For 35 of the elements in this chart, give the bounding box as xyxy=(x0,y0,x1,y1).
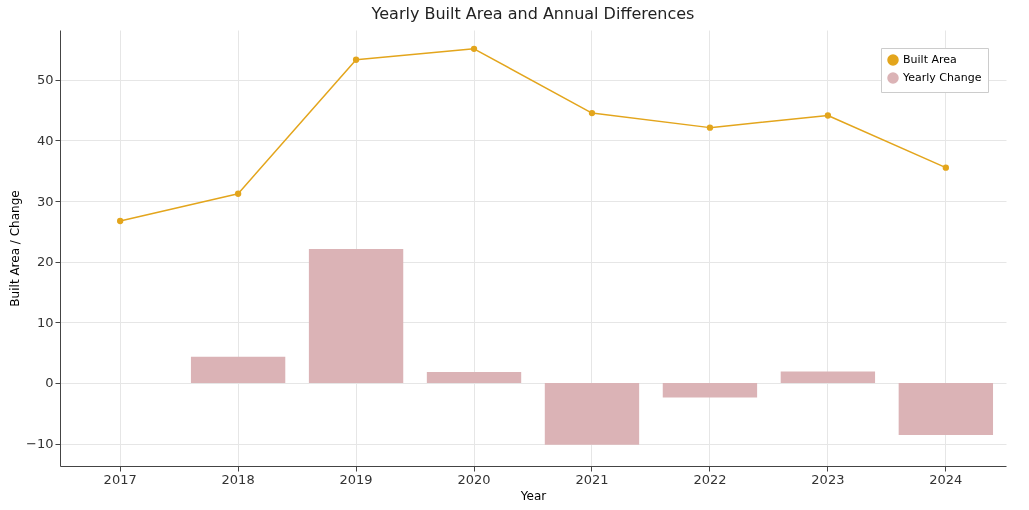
point xyxy=(706,124,714,131)
x-tick-label: 2023 xyxy=(811,471,845,487)
x-tick-label: 2024 xyxy=(929,471,963,487)
point xyxy=(234,190,242,197)
bar xyxy=(426,372,522,383)
bar xyxy=(308,248,404,383)
y-axis-title: Built Area / Change xyxy=(8,190,23,307)
y-tick-label: 10 xyxy=(36,314,54,330)
bar xyxy=(544,382,640,445)
chart-title: Yearly Built Area and Annual Differences xyxy=(370,4,695,23)
x-tick-label: 2018 xyxy=(221,471,255,487)
x-axis-title: Year xyxy=(519,488,547,503)
bar xyxy=(898,382,994,436)
point xyxy=(824,112,832,119)
y-tick-label: 40 xyxy=(36,132,54,148)
point xyxy=(117,217,124,225)
bar xyxy=(662,382,758,398)
x-tick-label: 2019 xyxy=(339,471,373,487)
point xyxy=(470,45,478,52)
x-tick-label: 2021 xyxy=(575,471,609,487)
y-tick-label: 20 xyxy=(36,254,54,270)
y-tick-label: −10 xyxy=(26,436,54,452)
bar xyxy=(780,371,876,383)
y-tick-label: 30 xyxy=(36,193,54,209)
x-tick-label: 2022 xyxy=(693,471,727,487)
point xyxy=(588,109,596,117)
point xyxy=(352,56,360,63)
y-tick-label: 50 xyxy=(36,72,54,88)
legend-label: Yearly Change xyxy=(902,71,982,84)
x-tick-label: 2017 xyxy=(103,471,137,487)
y-tick-label: 0 xyxy=(45,375,54,391)
x-tick-label: 2020 xyxy=(457,471,491,487)
point xyxy=(942,164,949,171)
legend-label: Built Area xyxy=(903,53,957,66)
bar xyxy=(190,356,286,383)
